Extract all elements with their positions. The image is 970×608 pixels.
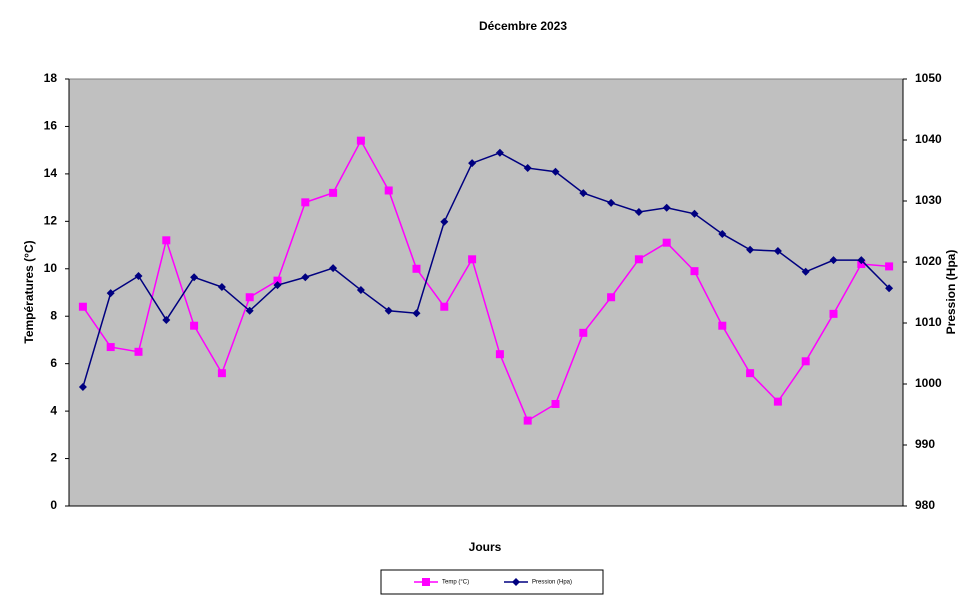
data-point <box>579 189 588 198</box>
data-point <box>607 198 616 207</box>
data-point <box>106 343 115 352</box>
data-point <box>384 306 393 315</box>
data-point <box>579 328 588 337</box>
data-point <box>329 264 338 273</box>
y-tick-label: 16 <box>44 119 58 133</box>
y2-tick-label: 1040 <box>915 132 942 146</box>
data-point <box>523 164 532 173</box>
y-tick-label: 4 <box>50 403 57 417</box>
data-point <box>634 255 643 264</box>
data-point <box>134 347 143 356</box>
data-point <box>384 186 393 195</box>
data-point <box>217 283 226 292</box>
y-tick-label: 10 <box>44 261 58 275</box>
data-point <box>690 209 699 218</box>
data-point <box>746 369 755 378</box>
data-point <box>662 238 671 247</box>
data-point <box>301 198 310 207</box>
y2-tick-label: 1050 <box>915 71 942 85</box>
y2-tick-label: 1010 <box>915 315 942 329</box>
y2-axis-label: Pression (Hpa) <box>944 250 958 335</box>
data-point <box>607 293 616 302</box>
data-point <box>134 272 143 281</box>
plot-area <box>68 78 904 507</box>
y-tick-label: 0 <box>50 498 57 512</box>
data-point <box>885 262 894 271</box>
data-point <box>162 315 171 324</box>
data-point <box>857 256 866 265</box>
data-point <box>106 289 115 298</box>
series-line <box>82 139 890 422</box>
legend-label: Temp (°C) <box>442 580 469 586</box>
data-point <box>190 321 199 330</box>
data-point <box>440 217 449 226</box>
chart-title: Décembre 2023 <box>479 19 567 33</box>
legend-marker <box>512 578 520 586</box>
data-point <box>78 302 87 311</box>
y2-tick-label: 1020 <box>915 254 942 268</box>
data-point <box>746 245 755 254</box>
x-axis-label: Jours <box>469 540 502 554</box>
data-point <box>329 188 338 197</box>
data-point <box>495 350 504 359</box>
data-point <box>801 267 810 276</box>
y2-tick-label: 1000 <box>915 376 942 390</box>
data-point <box>440 302 449 311</box>
y-tick-label: 18 <box>44 71 58 85</box>
data-point <box>78 383 87 392</box>
data-point <box>412 309 421 318</box>
y-tick-label: 14 <box>44 166 58 180</box>
data-point <box>773 247 782 256</box>
y-tick-label: 8 <box>50 308 57 322</box>
data-point <box>273 281 282 290</box>
data-point <box>523 416 532 425</box>
data-point <box>468 255 477 264</box>
legend-label: Pression (Hpa) <box>532 580 572 586</box>
data-point <box>495 148 504 157</box>
series-line <box>82 151 890 388</box>
y2-tick-label: 990 <box>915 437 935 451</box>
data-point <box>551 399 560 408</box>
data-point <box>885 284 894 293</box>
y-axis-label: Températures (°C) <box>22 240 36 343</box>
y-tick-label: 12 <box>44 214 58 228</box>
data-point <box>662 203 671 212</box>
data-point <box>301 273 310 282</box>
data-point <box>356 286 365 295</box>
data-point <box>217 369 226 378</box>
data-point <box>190 273 199 282</box>
data-point <box>356 136 365 145</box>
y2-tick-label: 980 <box>915 498 935 512</box>
data-point <box>412 264 421 273</box>
data-point <box>245 306 254 315</box>
data-point <box>773 397 782 406</box>
data-point <box>718 229 727 238</box>
data-point <box>551 167 560 176</box>
data-point <box>690 267 699 276</box>
data-point <box>162 236 171 245</box>
data-point <box>829 256 838 265</box>
data-point <box>468 159 477 168</box>
data-point <box>273 276 282 285</box>
y-tick-label: 2 <box>50 451 57 465</box>
data-point <box>801 357 810 366</box>
y2-tick-label: 1030 <box>915 193 942 207</box>
legend-marker <box>422 578 430 586</box>
y-tick-label: 6 <box>50 356 57 370</box>
data-point <box>634 207 643 216</box>
data-point <box>718 321 727 330</box>
data-point <box>245 293 254 302</box>
data-point <box>829 309 838 318</box>
